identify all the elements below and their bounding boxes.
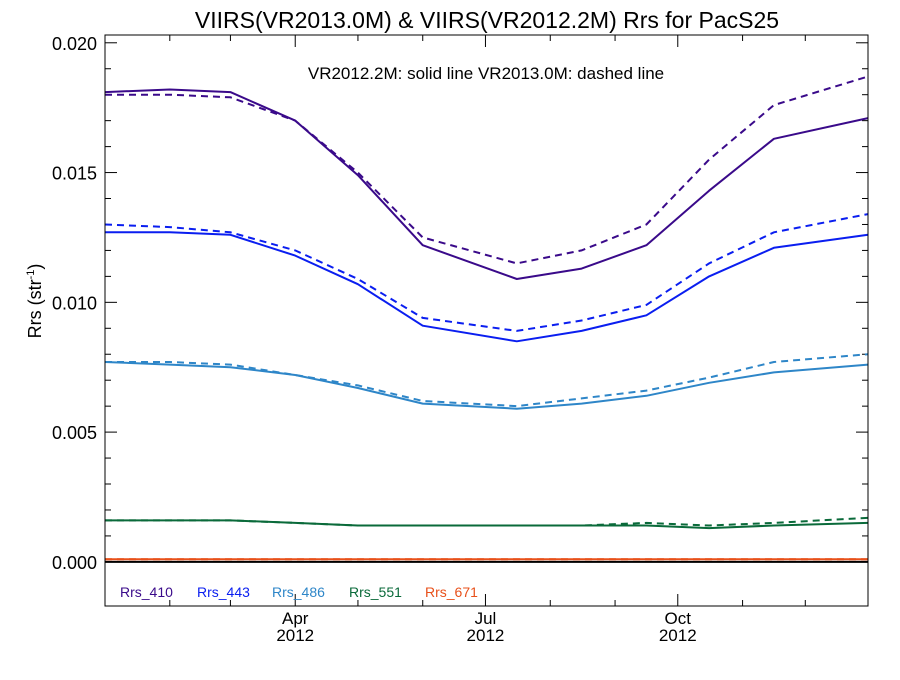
axes-layer: 0.0000.0050.0100.0150.020Apr2012Jul2012O… [52, 34, 868, 645]
series-line-rrs-410-solid [104, 88, 869, 280]
legend-item-rrs-551: Rrs_551 [349, 584, 402, 600]
x-tick-month: Oct [665, 609, 692, 628]
legend-item-rrs-410: Rrs_410 [120, 584, 173, 600]
x-tick-month: Apr [282, 609, 309, 628]
y-axis-label-close: ) [25, 264, 45, 270]
y-tick-label: 0.010 [52, 293, 97, 313]
series-line-rrs-443-solid [105, 231, 869, 343]
y-tick-label: 0.000 [52, 553, 97, 573]
legend-item-rrs-671: Rrs_671 [425, 584, 478, 600]
x-tick-month: Jul [475, 609, 497, 628]
x-tick-year: 2012 [659, 626, 697, 645]
plot-frame [104, 34, 869, 607]
series-line-rrs-486-solid [104, 361, 869, 410]
y-axis-label-main: Rrs (str [25, 279, 45, 338]
legend-item-rrs-486: Rrs_486 [272, 584, 325, 600]
legend: Rrs_410 Rrs_443 Rrs_486 Rrs_551 Rrs_671 [120, 584, 478, 600]
y-axis-label: Rrs (str-1) [25, 264, 45, 339]
y-tick-label: 0.005 [52, 423, 97, 443]
x-tick-year: 2012 [276, 626, 314, 645]
y-tick-label: 0.015 [52, 164, 97, 184]
series-line-rrs-443-dashed [104, 213, 869, 332]
series-line-rrs-551-dashed [105, 516, 869, 527]
y-axis-label-sup: -1 [25, 270, 37, 280]
series-line-rrs-410-dashed [105, 75, 869, 265]
chart-title: VIIRS(VR2013.0M) & VIIRS(VR2012.2M) Rrs … [195, 7, 779, 33]
x-tick-year: 2012 [467, 626, 505, 645]
chart-annotation: VR2012.2M: solid line VR2013.0M: dashed … [308, 64, 664, 83]
legend-item-rrs-443: Rrs_443 [197, 584, 250, 600]
series-layer [104, 75, 869, 561]
series-line-rrs-486-dashed [105, 353, 869, 408]
y-tick-label: 0.020 [52, 34, 97, 54]
